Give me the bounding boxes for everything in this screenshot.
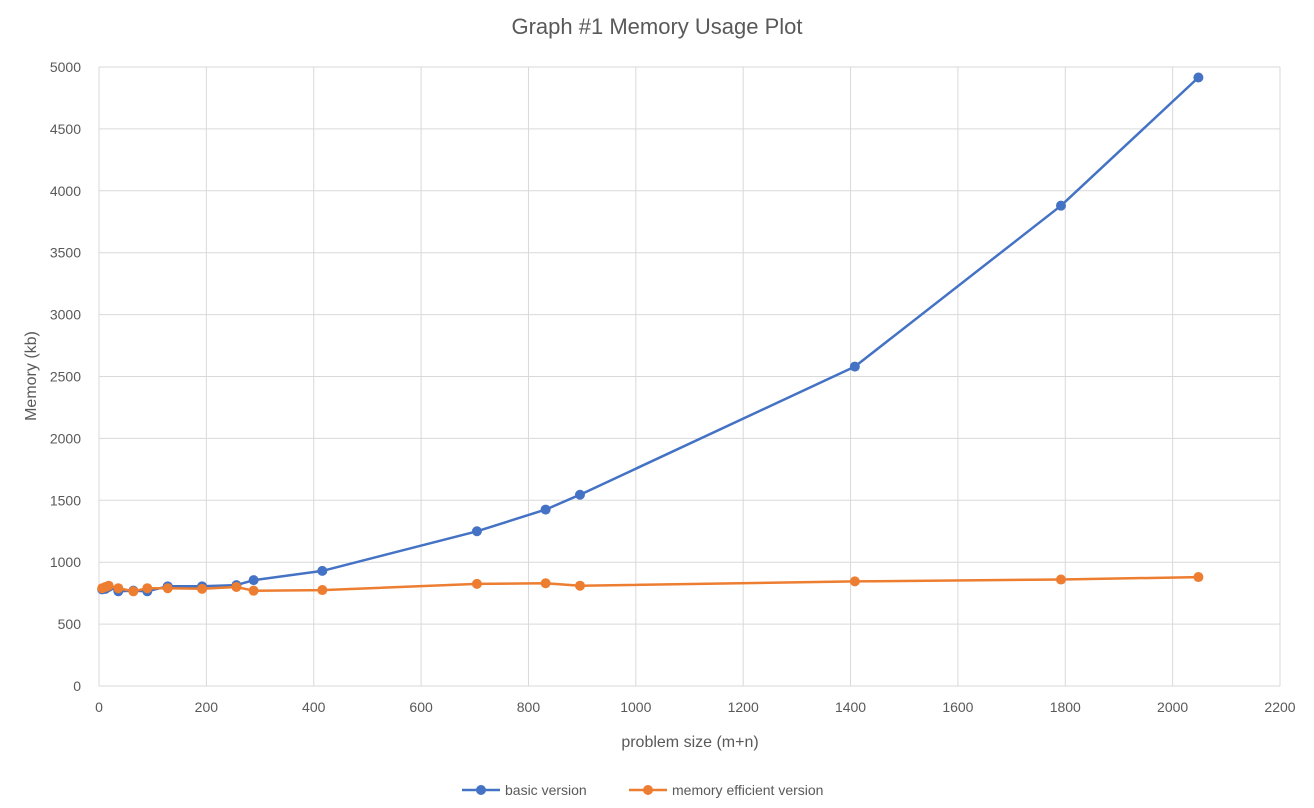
data-point <box>317 585 328 596</box>
data-point <box>1055 200 1066 211</box>
x-axis-ticks: 0 200 400 600 800 1000 1200 1400 1600 1800 2000 220… <box>95 699 1296 715</box>
y-tick-label: 500 <box>58 616 82 632</box>
data-point <box>317 565 328 576</box>
y-tick-label: 3000 <box>50 307 81 323</box>
data-point <box>574 489 585 500</box>
x-tick-label: 1000 <box>620 699 651 715</box>
data-point <box>471 578 482 589</box>
data-point <box>1193 572 1204 583</box>
y-tick-label: 4000 <box>50 183 81 199</box>
data-point <box>574 580 585 591</box>
legend-label: basic version <box>505 782 587 798</box>
data-point <box>540 504 551 515</box>
x-tick-label: 400 <box>302 699 326 715</box>
grid <box>98 66 1281 687</box>
legend-item: basic version <box>462 782 587 798</box>
legend: basic version memory efficient version <box>462 782 823 798</box>
x-axis-title: problem size (m+n) <box>621 734 758 751</box>
chart-title: Graph #1 Memory Usage Plot <box>511 14 802 39</box>
data-point <box>128 586 139 597</box>
y-tick-label: 1500 <box>50 492 81 508</box>
x-tick-label: 600 <box>409 699 433 715</box>
y-tick-label: 3500 <box>50 245 81 261</box>
series-layer <box>97 72 1204 597</box>
x-tick-label: 1600 <box>942 699 973 715</box>
data-point <box>231 581 242 592</box>
series-1 <box>97 572 1204 597</box>
x-tick-label: 200 <box>195 699 219 715</box>
data-point <box>113 583 124 594</box>
data-point <box>540 578 551 589</box>
data-point <box>197 583 208 594</box>
data-point <box>849 361 860 372</box>
x-tick-label: 2200 <box>1264 699 1295 715</box>
data-point <box>471 526 482 537</box>
data-point <box>142 583 153 594</box>
legend-label: memory efficient version <box>672 782 823 798</box>
series-0 <box>97 72 1204 597</box>
x-tick-label: 1400 <box>835 699 866 715</box>
y-axis-ticks: 0 500 1000 1500 2000 2500 3000 3500 4000 4500 5000 <box>50 59 81 694</box>
data-point <box>162 583 173 594</box>
y-axis-title: Memory (kb) <box>23 331 40 421</box>
data-point <box>849 576 860 587</box>
x-tick-label: 1200 <box>728 699 759 715</box>
legend-item: memory efficient version <box>629 782 823 798</box>
x-tick-label: 800 <box>517 699 541 715</box>
y-tick-label: 5000 <box>50 59 81 75</box>
y-tick-label: 2500 <box>50 369 81 385</box>
x-tick-label: 2000 <box>1157 699 1188 715</box>
data-point <box>248 585 259 596</box>
data-point <box>1193 72 1204 83</box>
y-tick-label: 4500 <box>50 121 81 137</box>
data-point <box>1055 574 1066 585</box>
data-point <box>248 575 259 586</box>
series-line <box>101 76 1200 593</box>
legend-swatch-marker <box>476 785 486 795</box>
x-tick-label: 1800 <box>1050 699 1081 715</box>
data-point <box>103 580 114 591</box>
y-tick-label: 2000 <box>50 430 81 446</box>
y-tick-label: 1000 <box>50 554 81 570</box>
y-tick-label: 0 <box>73 678 81 694</box>
legend-swatch-marker <box>643 785 653 795</box>
x-tick-label: 0 <box>95 699 103 715</box>
